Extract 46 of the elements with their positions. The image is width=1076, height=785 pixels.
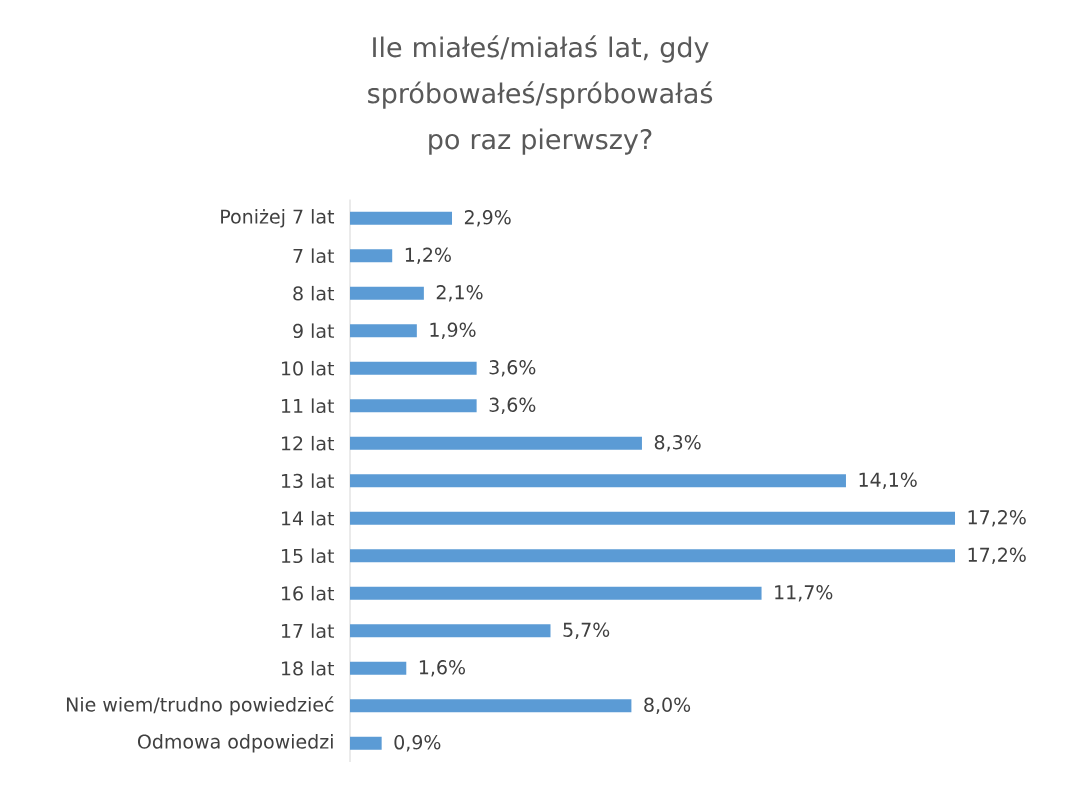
data-label: 8,3% — [654, 435, 701, 452]
bar — [350, 361, 477, 375]
y-tick-label: 18 lat — [281, 660, 335, 676]
data-label: 1,9% — [430, 322, 476, 339]
y-tick-label: Nie wiem/trudno powiedzieć — [66, 696, 334, 716]
y-tick-label: 11 lat — [281, 398, 335, 414]
bar — [350, 736, 382, 750]
data-label: 3,6% — [489, 397, 536, 414]
data-label: 14,1% — [859, 472, 917, 489]
data-label: 3,6% — [489, 360, 536, 377]
bar — [350, 511, 956, 525]
y-tick-label: 17 lat — [281, 623, 335, 639]
y-tick-label: 9 lat — [293, 323, 335, 339]
data-label: 5,7% — [563, 622, 610, 639]
bar — [350, 324, 417, 338]
data-label: 2,9% — [464, 210, 511, 227]
y-tick-label: 10 lat — [281, 360, 335, 376]
bar — [350, 249, 393, 263]
bar — [350, 399, 477, 413]
bar — [350, 586, 762, 600]
y-tick-label: 8 lat — [293, 285, 335, 301]
y-tick-label: 15 lat — [281, 548, 335, 564]
data-label: 0,9% — [394, 735, 441, 752]
y-tick-label: 7 lat — [293, 248, 335, 264]
data-label: 17,2% — [968, 547, 1026, 564]
y-tick-label: Odmowa odpowiedzi — [137, 734, 333, 753]
bar — [350, 286, 424, 300]
y-tick-label: 16 lat — [281, 585, 335, 601]
bar — [350, 624, 551, 638]
bar — [350, 211, 453, 225]
y-tick-label: 12 lat — [281, 435, 335, 451]
bar — [350, 436, 642, 450]
bar — [350, 549, 956, 563]
data-label: 1,6% — [419, 660, 466, 677]
y-tick-label: Poniżej 7 lat — [221, 209, 335, 228]
data-label: 17,2% — [968, 510, 1026, 527]
data-label: 8,0% — [644, 697, 691, 714]
y-tick-label: 14 lat — [281, 510, 335, 526]
bar — [350, 699, 632, 713]
data-label: 1,2% — [405, 247, 451, 264]
y-tick-label: 13 lat — [281, 473, 335, 489]
chart-title: Ile miałeś/miałaś lat, gdy spróbowałeś/spróbowałaś po raz pierwszy? — [368, 35, 713, 155]
bar — [350, 661, 407, 675]
data-label: 2,1% — [436, 285, 483, 302]
data-label: 11,7% — [775, 585, 833, 602]
bar — [350, 474, 846, 488]
